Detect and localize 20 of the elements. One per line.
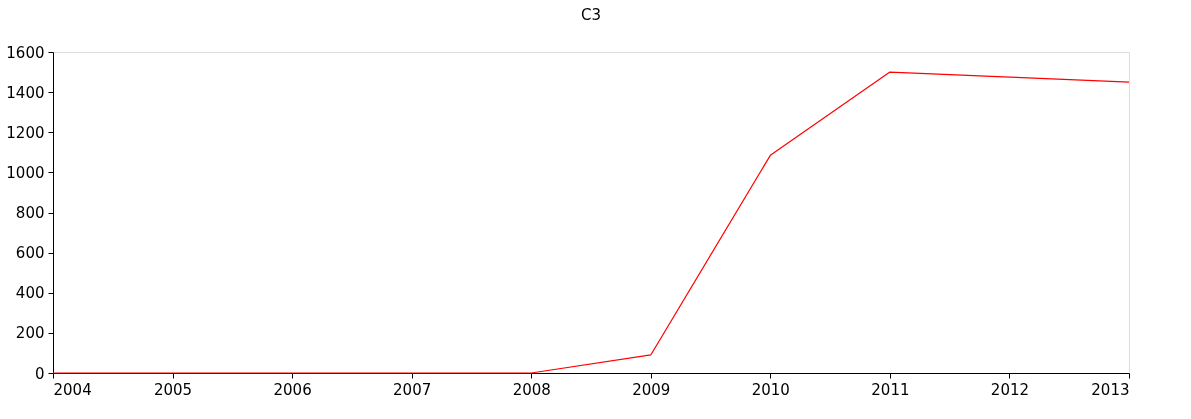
y-tick-label: 1200 (6, 123, 45, 142)
x-tick-label: 2007 (393, 380, 432, 399)
y-tick-label: 800 (15, 204, 45, 222)
x-tick-label: 2009 (632, 380, 671, 399)
y-tick-label: 600 (15, 244, 45, 263)
chart-title: C3 (580, 6, 602, 24)
x-tick-label: 2011 (871, 380, 910, 399)
x-tick-label: 2004 (53, 380, 92, 399)
y-tick-label: 1400 (6, 83, 45, 102)
x-tick-label: 2010 (751, 380, 790, 399)
y-tick-label: 200 (15, 324, 45, 343)
y-tick-label: 400 (15, 284, 45, 303)
y-tick-label: 0 (34, 364, 45, 383)
x-tick-label: 2013 (1091, 380, 1130, 399)
y-tick-label: 1600 (6, 43, 45, 62)
x-tick-label: 2005 (153, 380, 193, 399)
x-tick-label: 2006 (273, 380, 312, 399)
x-tick-label: 2008 (512, 380, 551, 399)
x-tick-label: 2012 (990, 380, 1030, 399)
y-tick-label: 1000 (6, 163, 45, 182)
